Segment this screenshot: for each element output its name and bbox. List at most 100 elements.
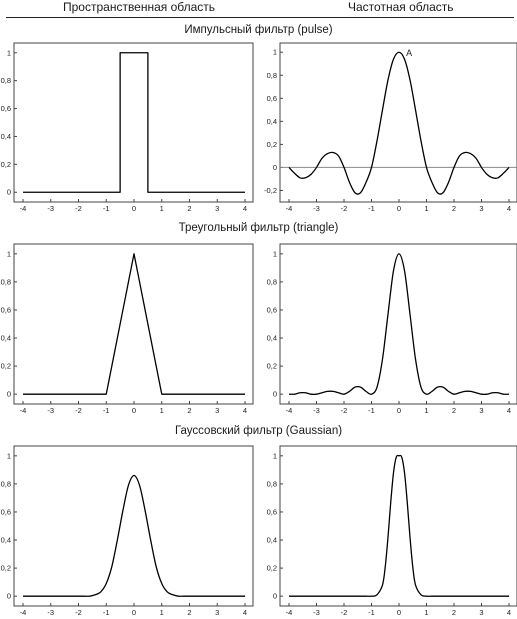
chart-pulse-frequency: -4 -3 -2 -1 0 1 2 3 4 -0,2 0 0,2 0,4 0,6 0,8 1 A — [264, 42, 517, 213]
x-tick-label: 2 — [452, 406, 456, 415]
x-tick-label: -3 — [313, 406, 320, 415]
x-tick-label: 0 — [132, 406, 136, 415]
y-tick-label: 0,6 — [267, 94, 277, 103]
y-tick-label: 0,4 — [267, 117, 277, 126]
y-tick-label: 0,8 — [267, 71, 277, 80]
x-tick-label: -4 — [20, 204, 27, 213]
series-line-gaussian-frequency — [289, 454, 509, 597]
chart-triangle-frequency: -4 -3 -2 -1 0 1 2 3 4 0 0,2 0,4 0,6 0,8 1 — [267, 243, 517, 415]
series-line-triangle-spatial — [23, 253, 245, 395]
x-tick-label: -4 — [20, 406, 27, 415]
annotation-label: A — [406, 48, 412, 58]
y-tick-label: 1 — [273, 249, 277, 258]
y-tick-label: 1 — [7, 249, 11, 258]
y-tick-label: 1 — [273, 451, 277, 460]
y-tick-label: 0,2 — [267, 564, 277, 573]
y-tick-label: 0,8 — [1, 479, 11, 488]
x-tick-label: -2 — [75, 204, 82, 213]
plot-frame — [13, 445, 254, 607]
y-tick-label: 0,4 — [1, 536, 11, 545]
x-tick-label: -1 — [368, 406, 375, 415]
x-tick-label: 2 — [452, 204, 456, 213]
y-tick-label: 0,2 — [267, 140, 277, 149]
header-divider — [6, 17, 514, 18]
chart-gaussian-spatial: -4 -3 -2 -1 0 1 2 3 4 0 0,2 0,4 0,6 0,8 1 — [1, 445, 254, 617]
y-tick-label: 0,8 — [1, 76, 11, 85]
chart-pulse-spatial: -4 -3 -2 -1 0 1 2 3 4 0 0,2 0,4 0,6 0,8 1 — [1, 42, 254, 213]
x-tick-label: -2 — [341, 406, 348, 415]
y-tick-label: 0,4 — [1, 334, 11, 343]
x-tick-label: 2 — [187, 204, 191, 213]
y-tick-label: 0 — [7, 188, 11, 197]
x-tick-label: 1 — [160, 204, 164, 213]
x-tick-label: -1 — [368, 204, 375, 213]
y-tick-label: -0,2 — [264, 186, 277, 195]
x-tick-label: -3 — [47, 608, 54, 617]
x-tick-label: 4 — [243, 406, 247, 415]
x-tick-label: 4 — [507, 406, 511, 415]
row-title-pulse: Импульсный фильтр (pulse) — [184, 24, 333, 36]
x-tick-label: 1 — [424, 204, 428, 213]
y-tick-label: 0 — [7, 390, 11, 399]
y-tick-label: 0 — [273, 592, 277, 601]
x-tick-label: -3 — [313, 204, 320, 213]
x-tick-label: -4 — [286, 608, 293, 617]
x-tick-label: -4 — [286, 204, 293, 213]
x-tick-label: 4 — [507, 608, 511, 617]
series-line-pulse-spatial — [23, 52, 245, 193]
x-tick-label: 0 — [397, 406, 401, 415]
x-tick-label: 2 — [187, 608, 191, 617]
column-header-frequency: Частотная область — [348, 0, 454, 14]
x-tick-label: 3 — [479, 204, 483, 213]
x-tick-label: 3 — [215, 406, 219, 415]
series-line-pulse-frequency — [288, 51, 510, 195]
y-tick-label: 0,4 — [1, 132, 11, 141]
x-tick-label: 4 — [507, 204, 511, 213]
series-line-gaussian-spatial — [23, 474, 245, 597]
row-title-gaussian: Гауссовский фильтр (Gaussian) — [174, 425, 343, 437]
x-tick-label: -2 — [75, 608, 82, 617]
x-tick-label: 1 — [160, 406, 164, 415]
plot-frame — [13, 243, 254, 405]
x-tick-label: -3 — [47, 204, 54, 213]
x-tick-label: 3 — [215, 608, 219, 617]
y-tick-label: 0,6 — [1, 507, 11, 516]
x-tick-label: 2 — [452, 608, 456, 617]
x-tick-label: -3 — [47, 406, 54, 415]
x-tick-label: -3 — [313, 608, 320, 617]
y-tick-label: 0,8 — [267, 479, 277, 488]
x-tick-label: 4 — [243, 204, 247, 213]
x-tick-label: -1 — [103, 406, 110, 415]
x-tick-label: 0 — [397, 204, 401, 213]
y-tick-label: 0,8 — [1, 277, 11, 286]
x-tick-label: -2 — [75, 406, 82, 415]
y-tick-label: 0,2 — [1, 160, 11, 169]
x-tick-label: -4 — [20, 608, 27, 617]
x-tick-label: 2 — [187, 406, 191, 415]
series-line-triangle-frequency — [288, 253, 510, 396]
y-tick-label: 0 — [7, 592, 11, 601]
y-tick-label: 0,2 — [1, 564, 11, 573]
x-tick-label: -2 — [341, 204, 348, 213]
plot-frame — [279, 243, 517, 405]
y-tick-label: 0,4 — [267, 536, 277, 545]
y-tick-label: 0,6 — [1, 104, 11, 113]
y-tick-label: 1 — [273, 48, 277, 57]
y-tick-label: 0,4 — [267, 334, 277, 343]
y-tick-label: 0,8 — [267, 277, 277, 286]
y-tick-label: 0,2 — [267, 362, 277, 371]
row-title-triangle: Треугольный фильтр (triangle) — [178, 222, 339, 234]
column-header-spatial: Пространственная область — [63, 0, 216, 14]
y-tick-label: 0,6 — [267, 305, 277, 314]
y-tick-label: 1 — [7, 451, 11, 460]
y-tick-label: 0 — [273, 163, 277, 172]
x-tick-label: 1 — [424, 608, 428, 617]
x-tick-label: 3 — [215, 204, 219, 213]
plot-frame — [13, 42, 254, 203]
y-tick-label: 0,2 — [1, 362, 11, 371]
y-tick-label: 0 — [273, 390, 277, 399]
x-tick-label: 0 — [132, 204, 136, 213]
x-tick-label: -2 — [341, 608, 348, 617]
x-tick-label: -1 — [368, 608, 375, 617]
